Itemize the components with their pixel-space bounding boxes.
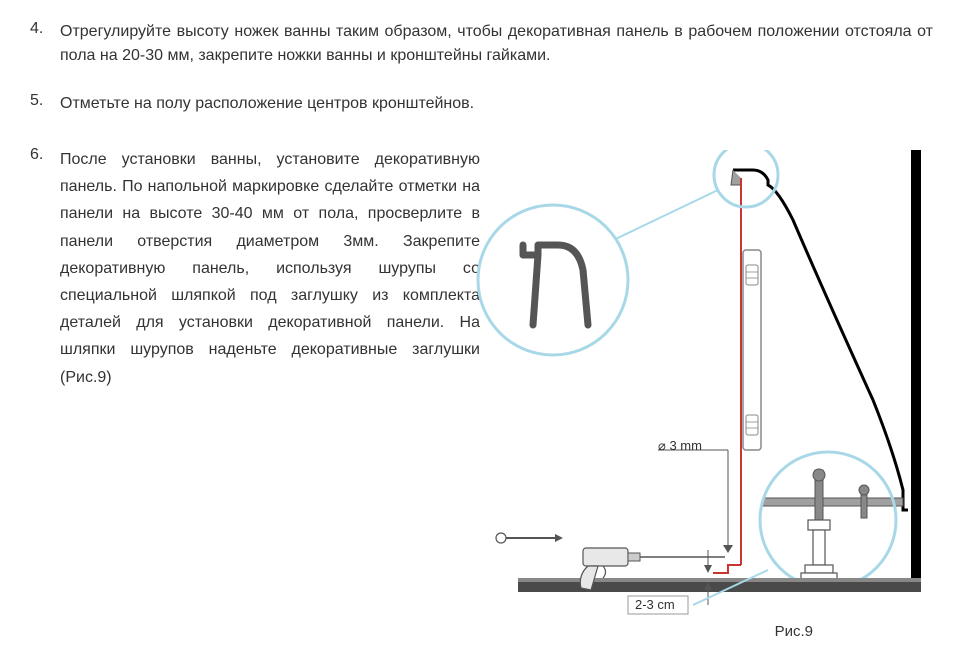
floor-top (518, 578, 921, 582)
spirit-level (743, 250, 761, 450)
floor-gap-label: 2-3 cm (635, 597, 675, 612)
support-bracket (763, 469, 903, 581)
drill-dimension-label: ⌀ 3 mm (658, 438, 702, 454)
list-item-4: 4. Отрегулируйте высоту ножек ванны таки… (30, 20, 933, 68)
dim-drill (658, 450, 733, 553)
list-item-5: 5. Отметьте на полу расположение центров… (30, 92, 933, 116)
list-marker: 4. (30, 20, 60, 68)
list-marker: 5. (30, 92, 60, 116)
detail-connector (603, 190, 718, 245)
figure-caption: Рис.9 (775, 623, 813, 640)
list-text: После установки ванны, установите декора… (60, 146, 480, 391)
top-clip-small (731, 170, 741, 565)
wall (911, 150, 921, 590)
panel-bottom-clip (713, 565, 741, 573)
diagram-svg (463, 150, 933, 630)
floor (518, 582, 921, 592)
list-marker: 6. (30, 146, 60, 164)
list-text: Отрегулируйте высоту ножек ванны таким о… (60, 20, 933, 68)
technical-diagram: ⌀ 3 mm 2-3 cm Рис.9 (463, 150, 933, 640)
zoom-circle (478, 205, 628, 355)
list-text: Отметьте на полу расположение центров кр… (60, 92, 933, 116)
